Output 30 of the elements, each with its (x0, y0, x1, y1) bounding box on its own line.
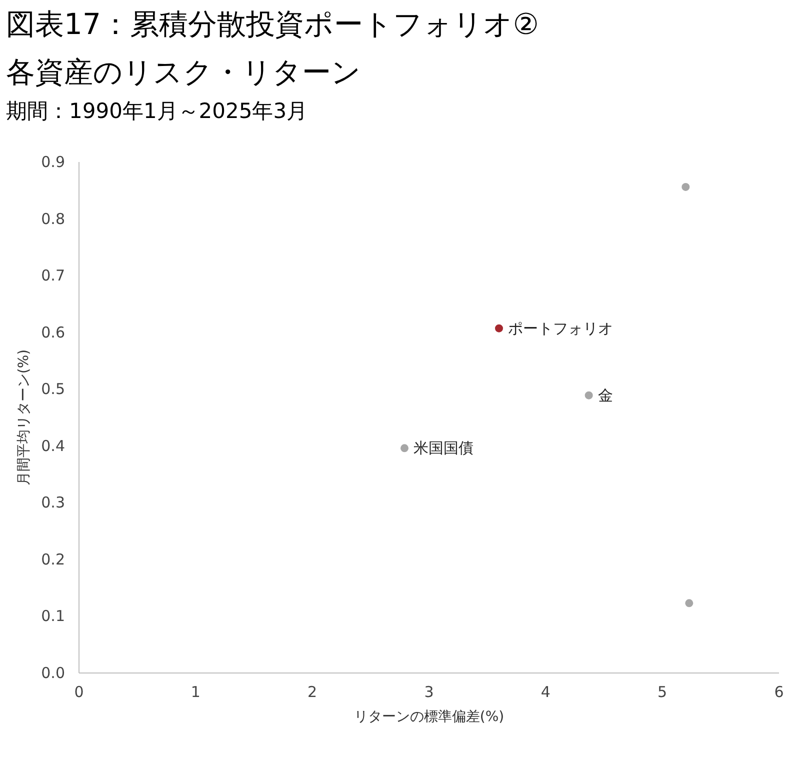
y-tick-label: 0.8 (41, 210, 65, 228)
point (400, 444, 408, 452)
chart-subtitle: 各資産のリスク・リターン (6, 55, 361, 89)
x-tick-label: 6 (774, 683, 784, 701)
x-tick-label: 2 (308, 683, 318, 701)
y-tick-label: 0.1 (41, 607, 65, 626)
y-tick-label: 0.0 (41, 664, 65, 682)
series-label: ポートフォリオ (508, 319, 613, 338)
y-tick-label: 0.5 (41, 380, 65, 398)
series-label: 米国国債 (414, 439, 474, 458)
x-axis-title: リターンの標準偏差(%) (354, 709, 504, 725)
chart-title: 図表17：累積分散投資ポートフォリオ② (6, 7, 539, 41)
y-tick-label: 0.7 (41, 266, 65, 285)
x-tick-label: 3 (424, 683, 434, 701)
point (685, 599, 694, 608)
y-tick-label: 0.2 (41, 550, 65, 568)
text: 期間：1990年1月～2025年3月 (6, 99, 308, 123)
y-tick-label: 0.3 (41, 494, 65, 512)
x-tick-label: 4 (540, 683, 550, 701)
point (495, 324, 503, 332)
y-tick-label: 0.9 (41, 153, 65, 171)
y-axis-title: 月間平均リターン(%) (16, 349, 32, 486)
point (682, 182, 690, 191)
x-tick-label: 0 (74, 683, 84, 701)
y-tick-label: 0.4 (41, 436, 65, 455)
x-tick-label: 1 (190, 683, 200, 701)
y-tick-label: 0.6 (41, 323, 65, 342)
x-tick-label: 5 (658, 683, 668, 701)
point (584, 391, 593, 400)
series-label: 金 (598, 386, 613, 404)
